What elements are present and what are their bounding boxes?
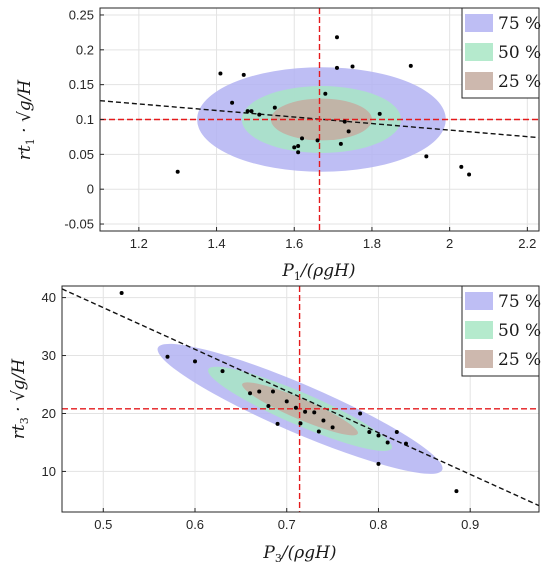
legend-label: 50 % bbox=[498, 321, 541, 341]
legend-swatch bbox=[465, 72, 493, 90]
data-point bbox=[218, 71, 223, 76]
y-tick-label: 0.15 bbox=[69, 77, 94, 92]
x-tick-label: 0.7 bbox=[278, 517, 296, 532]
data-point bbox=[193, 359, 198, 364]
y-tick-label: 30 bbox=[42, 348, 56, 363]
x-tick-label: 0.8 bbox=[369, 517, 387, 532]
x-tick-label: 2 bbox=[446, 236, 453, 251]
legend-label: 75 % bbox=[498, 292, 541, 312]
data-point bbox=[248, 391, 253, 396]
data-point bbox=[220, 369, 225, 374]
y-tick-label: 0.2 bbox=[76, 42, 94, 57]
legend-label: 75 % bbox=[498, 14, 541, 34]
data-point bbox=[300, 136, 305, 141]
legend-swatch bbox=[465, 292, 493, 310]
data-point bbox=[323, 91, 328, 96]
regression-line bbox=[62, 288, 539, 507]
y-tick-label: 20 bbox=[42, 406, 56, 421]
data-point bbox=[312, 410, 317, 415]
data-point bbox=[315, 138, 320, 143]
y-tick-label: -0.05 bbox=[64, 217, 94, 232]
legend: 75 % 50 % 25 % bbox=[461, 285, 541, 377]
x-tick-label: 1.8 bbox=[363, 236, 381, 251]
data-point bbox=[367, 430, 372, 435]
plot-content bbox=[100, 8, 539, 231]
data-point bbox=[275, 421, 280, 426]
y-tick-label: 0.05 bbox=[69, 147, 94, 162]
data-point bbox=[266, 403, 271, 408]
data-point bbox=[376, 461, 381, 466]
x-tick-label: 2.2 bbox=[518, 236, 536, 251]
data-point bbox=[467, 172, 472, 177]
data-point bbox=[334, 65, 339, 70]
data-point bbox=[270, 389, 275, 394]
legend-label: 25 % bbox=[498, 350, 541, 370]
data-point bbox=[403, 441, 408, 446]
legend-swatch bbox=[465, 321, 493, 339]
data-point bbox=[358, 411, 363, 416]
data-point bbox=[292, 145, 297, 150]
data-point bbox=[249, 109, 254, 114]
data-point bbox=[284, 399, 289, 404]
data-point bbox=[241, 72, 246, 77]
legend: 75 % 50 % 25 % bbox=[461, 7, 541, 99]
data-point bbox=[394, 430, 399, 435]
data-point bbox=[424, 154, 429, 159]
data-point bbox=[303, 409, 308, 414]
data-point bbox=[321, 418, 326, 423]
y-tick-label: 0.25 bbox=[69, 7, 94, 22]
x-tick-label: 1.6 bbox=[285, 236, 303, 251]
legend-swatch bbox=[465, 43, 493, 61]
x-axis-label: P1/(ρgH) bbox=[281, 261, 355, 283]
data-point bbox=[245, 109, 250, 114]
axes-frame bbox=[61, 285, 540, 513]
data-point bbox=[377, 111, 382, 116]
x-tick-label: 0.6 bbox=[186, 517, 204, 532]
data-point bbox=[334, 35, 339, 40]
data-point bbox=[293, 405, 298, 410]
y-axis-label: rt1 · √g/H bbox=[15, 79, 37, 161]
data-point bbox=[316, 429, 321, 434]
data-point bbox=[272, 105, 277, 110]
y-tick-label: 10 bbox=[42, 464, 56, 479]
data-point bbox=[230, 100, 235, 105]
x-axis-label: P3/(ρgH) bbox=[262, 543, 336, 565]
data-point bbox=[257, 389, 262, 394]
data-point bbox=[165, 354, 170, 359]
data-point bbox=[330, 425, 335, 430]
data-point bbox=[119, 290, 124, 295]
data-point bbox=[342, 119, 347, 124]
y-axis-label: rt3 · √g/H bbox=[9, 358, 31, 440]
data-point bbox=[257, 112, 262, 117]
bottom-scatter-panel: 0.5 0.6 0.7 0.8 0.9 10 20 30 40 P3/(ρgH) rt3 · √g/… bbox=[9, 285, 541, 565]
y-tick-label: 40 bbox=[42, 290, 56, 305]
data-point bbox=[408, 63, 413, 68]
data-point bbox=[459, 164, 464, 169]
data-point bbox=[454, 489, 459, 494]
legend-label: 50 % bbox=[498, 43, 541, 63]
x-tick-label: 1.2 bbox=[130, 236, 148, 251]
x-tick-label: 0.9 bbox=[461, 517, 479, 532]
data-point bbox=[338, 141, 343, 146]
legend-label: 25 % bbox=[498, 72, 541, 92]
data-point bbox=[296, 150, 301, 155]
data-point bbox=[376, 433, 381, 438]
data-point bbox=[385, 440, 390, 445]
x-tick-label: 1.4 bbox=[208, 236, 226, 251]
legend-swatch bbox=[465, 350, 493, 368]
legend-swatch bbox=[465, 14, 493, 32]
y-tick-label: 0.1 bbox=[76, 112, 94, 127]
data-point bbox=[298, 421, 303, 426]
data-point bbox=[175, 169, 180, 174]
x-tick-label: 0.5 bbox=[94, 517, 112, 532]
data-point bbox=[350, 64, 355, 69]
data-point bbox=[346, 129, 351, 134]
data-point bbox=[296, 143, 301, 148]
plot-content bbox=[62, 286, 539, 512]
y-tick-label: 0 bbox=[87, 182, 94, 197]
top-scatter-panel: 1.2 1.4 1.6 1.8 2 2.2 -0.05 0 0.05 0.1 0.15 0.2 0.25… bbox=[15, 7, 541, 283]
